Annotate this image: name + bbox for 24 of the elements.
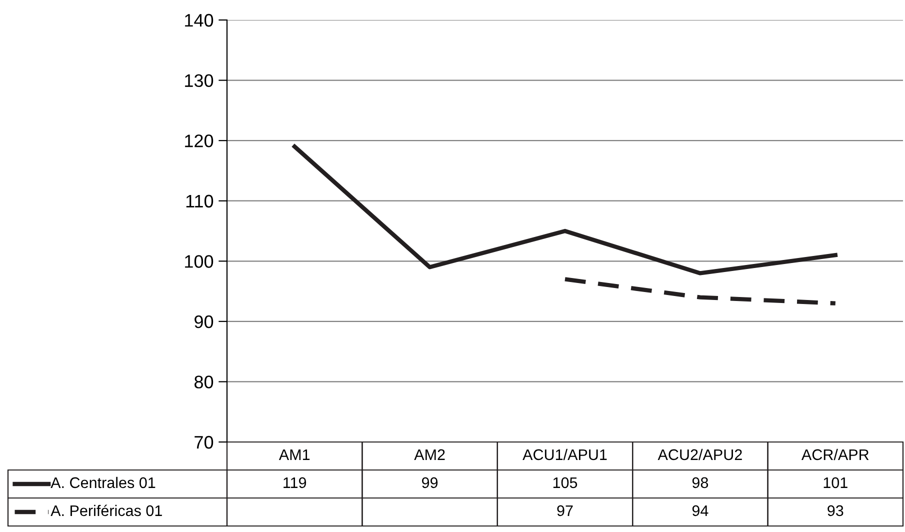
data-label: 94: [692, 505, 708, 516]
y-tick-label: 70: [194, 436, 214, 449]
legend-label: A. Centrales 01: [50, 476, 156, 488]
y-tick-label: 110: [186, 194, 214, 208]
y-tick-label: 130: [185, 74, 214, 88]
y-tick-label: 100: [185, 255, 214, 268]
data-label: 101: [824, 477, 848, 488]
data-label: 119: [284, 477, 306, 488]
legend-label: A. Periféricas 01: [50, 504, 162, 516]
data-label: 99: [422, 477, 438, 488]
x-tick-label: AM2: [414, 449, 445, 460]
data-label: 105: [553, 477, 578, 488]
data-label: 98: [692, 477, 708, 488]
y-tick-label: 80: [194, 376, 214, 388]
line-series: [292, 144, 838, 276]
x-tick-label: ACR/APR: [801, 448, 869, 460]
x-tick-label: ACU1/APU1: [522, 448, 607, 460]
y-tick-label: 140: [185, 14, 214, 27]
data-label: 97: [557, 505, 573, 516]
y-tick-label: 90: [194, 315, 214, 328]
y-tick-label: 120: [185, 134, 214, 148]
data-label: 93: [828, 505, 844, 516]
x-tick-label: AM1: [278, 449, 310, 460]
x-tick-label: ACU2/APU2: [658, 448, 742, 460]
